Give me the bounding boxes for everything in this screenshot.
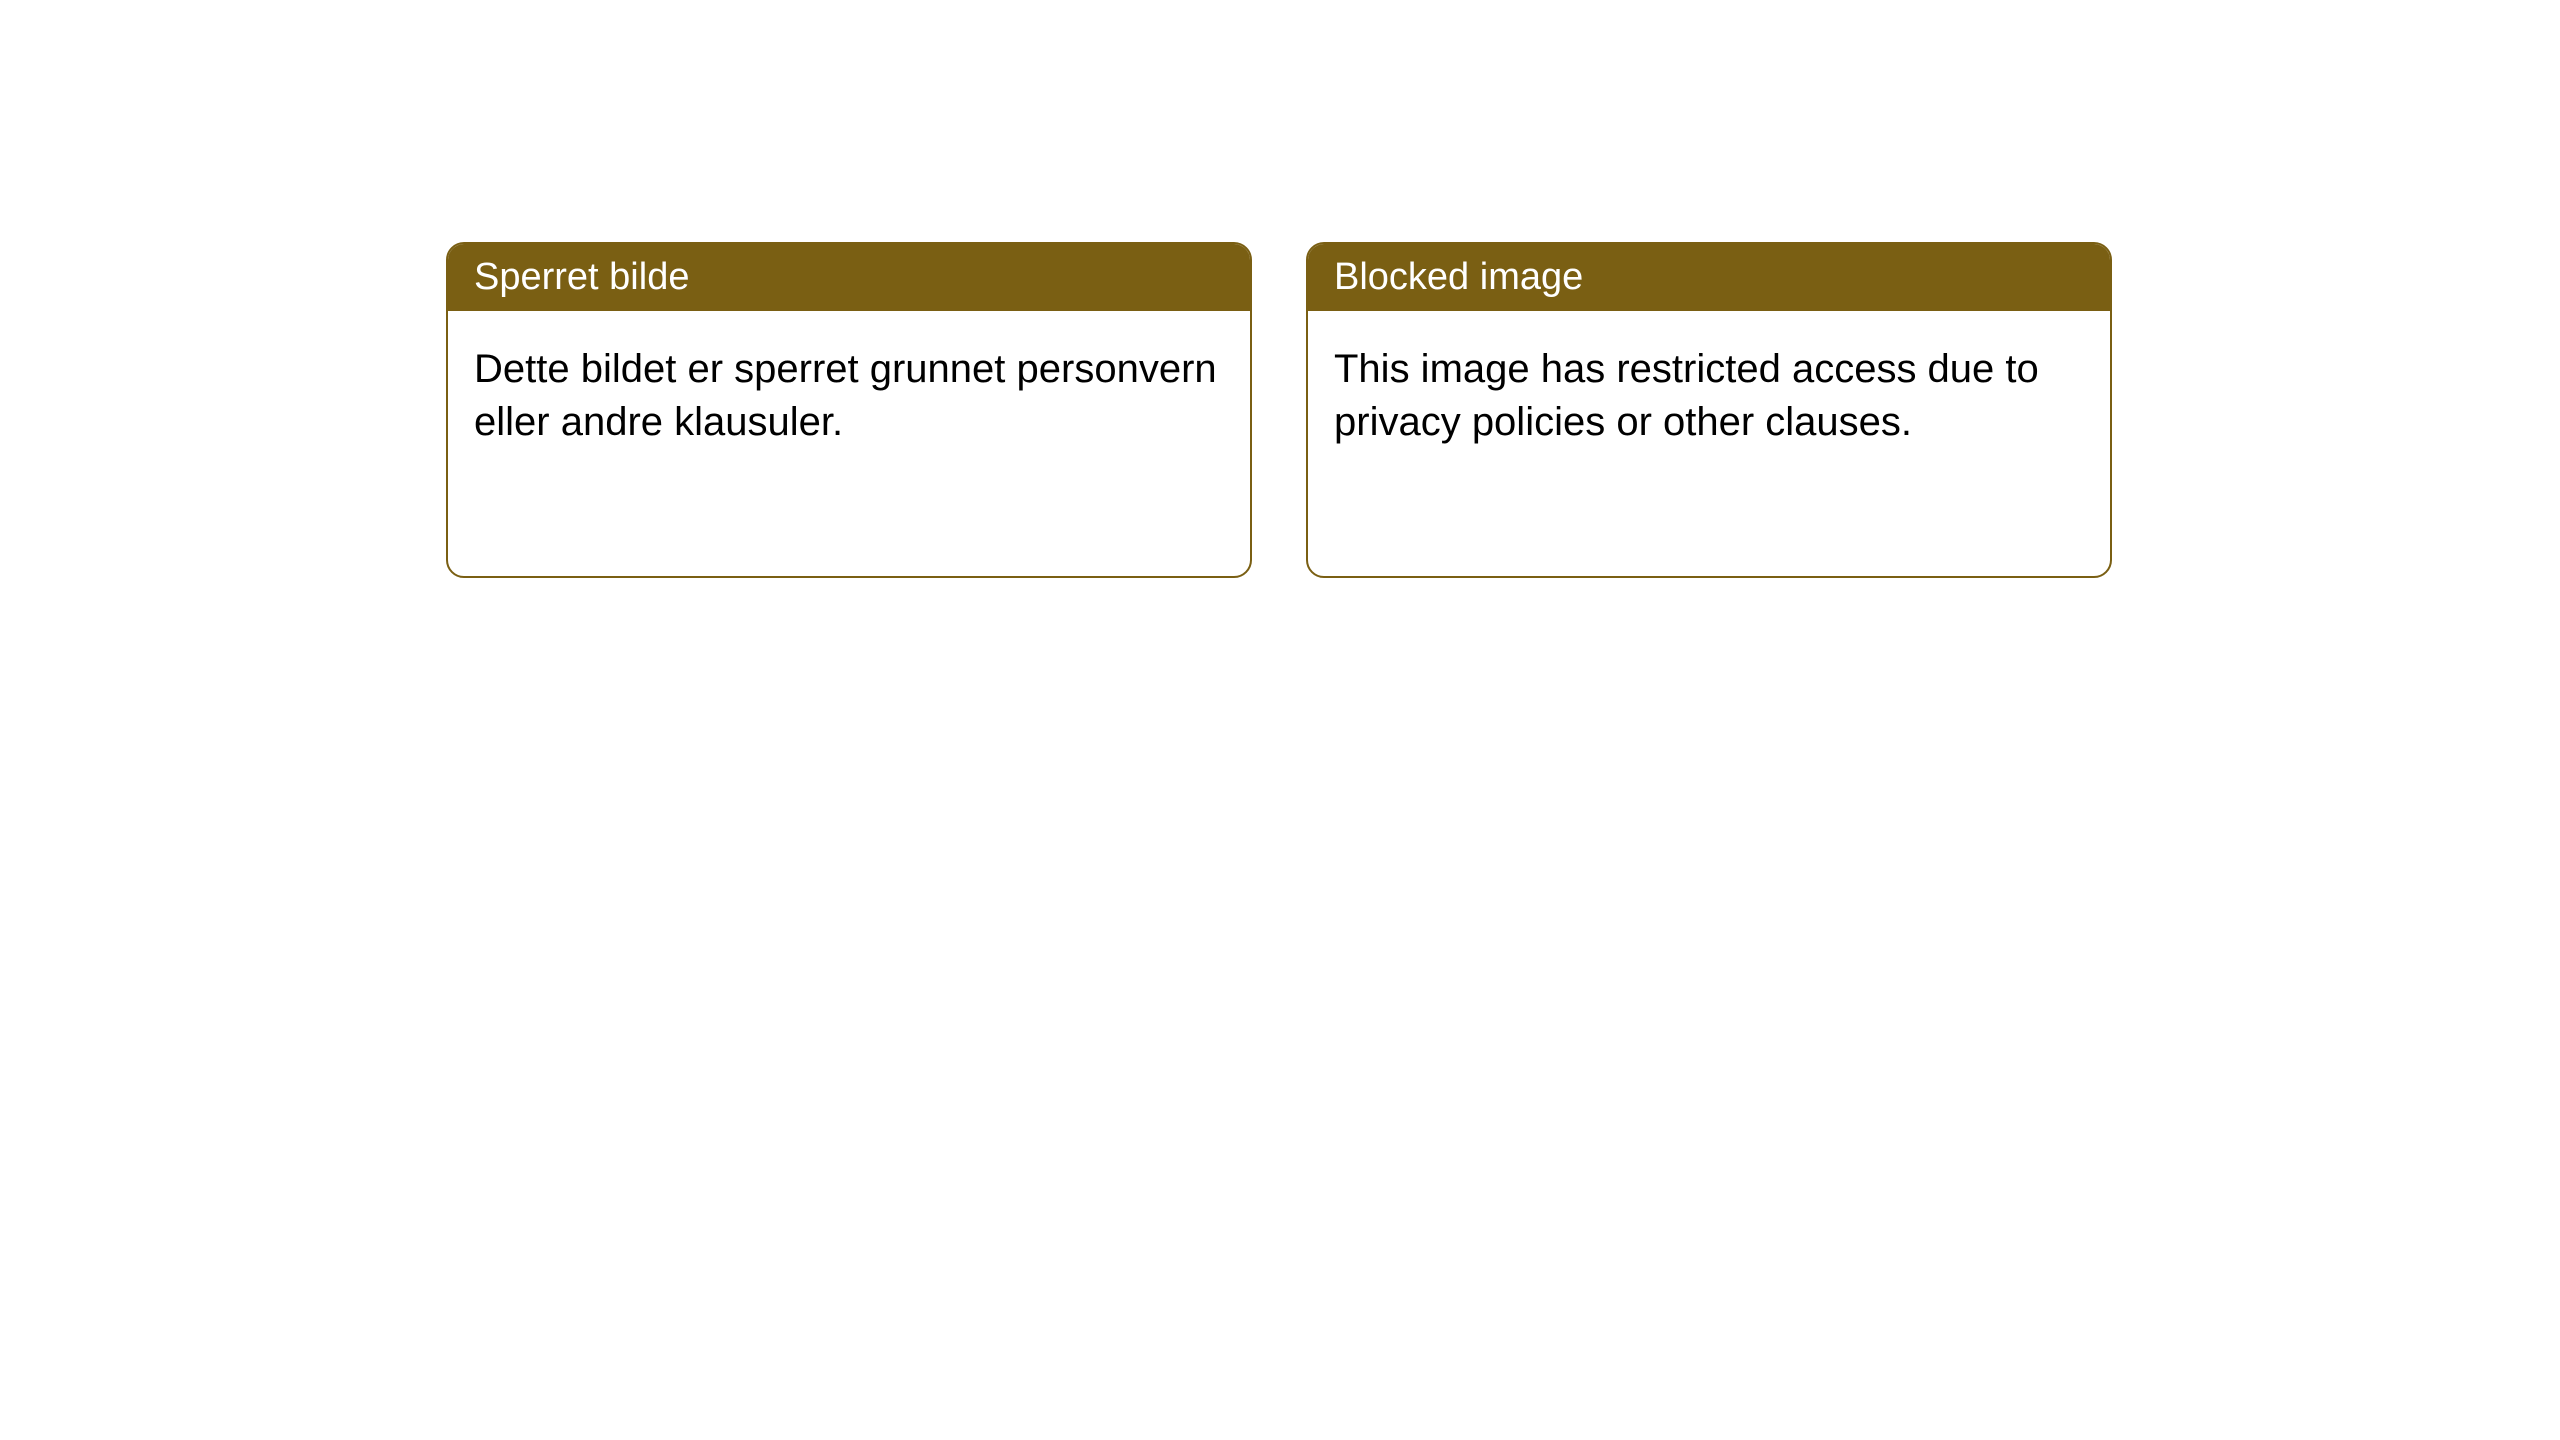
notice-container: Sperret bilde Dette bildet er sperret gr… xyxy=(0,0,2560,578)
notice-title-norwegian: Sperret bilde xyxy=(448,244,1250,311)
notice-card-english: Blocked image This image has restricted … xyxy=(1306,242,2112,578)
notice-body-norwegian: Dette bildet er sperret grunnet personve… xyxy=(448,311,1250,481)
notice-card-norwegian: Sperret bilde Dette bildet er sperret gr… xyxy=(446,242,1252,578)
notice-body-english: This image has restricted access due to … xyxy=(1308,311,2110,481)
notice-title-english: Blocked image xyxy=(1308,244,2110,311)
